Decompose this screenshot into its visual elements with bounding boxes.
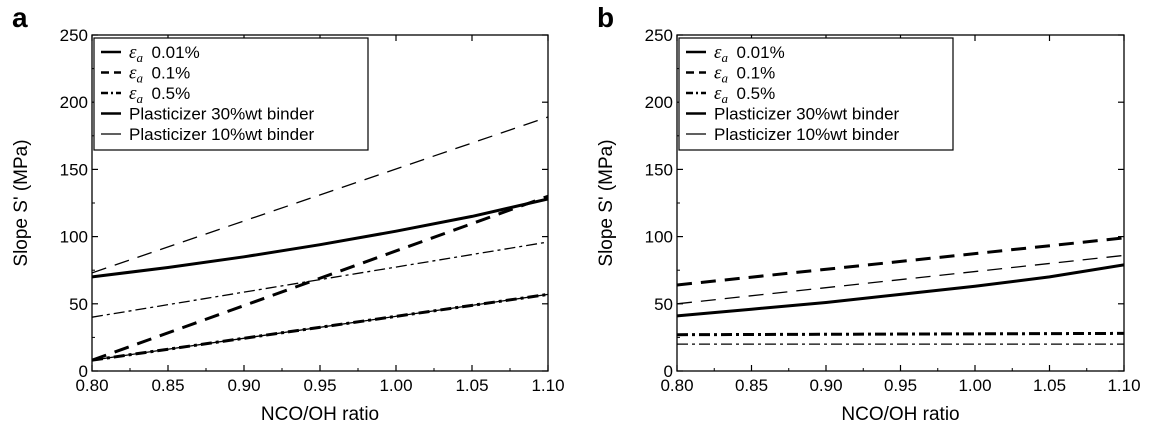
series-line-10pctwt-0.1pct <box>92 116 548 274</box>
legend-box <box>93 37 369 151</box>
x-tick-label: 0.95 <box>303 376 336 395</box>
legend: εa 0.01%εa 0.1%εa 0.5%Plasticizer 30%wt … <box>678 37 954 151</box>
legend-value: 0.01% <box>143 43 200 62</box>
y-tick-label: 200 <box>60 93 88 112</box>
legend-value: 0.1% <box>728 64 775 83</box>
x-tick-label: 0.90 <box>227 376 260 395</box>
x-tick-label: 1.00 <box>958 376 991 395</box>
y-tick-label: 200 <box>645 93 673 112</box>
x-tick-label: 0.85 <box>151 376 184 395</box>
series-line-30pctwt-0.01pct <box>677 263 1124 318</box>
series-line-30pctwt-0.1pct <box>92 194 548 362</box>
legend-symbol: ε <box>714 42 722 63</box>
x-axis-label: NCO/OH ratio <box>841 404 959 425</box>
y-tick-label: 0 <box>664 362 673 381</box>
panel-letter: a <box>12 2 28 33</box>
x-tick-label: 0.95 <box>884 376 917 395</box>
series-line-30pctwt-0.01pct <box>92 197 548 279</box>
x-tick-label: 0.80 <box>660 376 693 395</box>
legend-value: 0.01% <box>728 43 785 62</box>
x-tick-label: 1.10 <box>1107 376 1140 395</box>
panel-a: a 0.80 0.85 0.90 0.95 1.00 1.05 1.10 0 50 100 150 20… <box>11 2 565 425</box>
y-tick-label: 100 <box>60 228 88 247</box>
x-tick-label: 1.10 <box>531 376 564 395</box>
series-group <box>92 116 548 362</box>
x-tick-label: 1.05 <box>1033 376 1066 395</box>
y-tick-label: 150 <box>645 160 673 179</box>
legend-label: εa 0.5% <box>129 83 190 106</box>
x-tick-label: 0.85 <box>735 376 768 395</box>
x-tick-label: 1.05 <box>455 376 488 395</box>
y-tick-label: 0 <box>79 362 88 381</box>
y-tick-label: 150 <box>60 160 88 179</box>
legend-label: εa 0.01% <box>129 42 200 65</box>
x-tick-label: 0.80 <box>75 376 108 395</box>
y-tick-label: 250 <box>60 26 88 45</box>
legend-subscript: a <box>137 50 144 65</box>
legend-value: 0.5% <box>728 84 775 103</box>
legend-box <box>678 37 954 151</box>
y-tick-label: 100 <box>645 228 673 247</box>
y-tick-label: 50 <box>69 295 88 314</box>
legend-label: Plasticizer 10%wt binder <box>714 125 900 144</box>
legend-label: Plasticizer 30%wt binder <box>129 105 315 124</box>
y-axis-label: Slope S' (MPa) <box>11 139 32 266</box>
legend-subscript: a <box>722 71 729 86</box>
legend-label: εa 0.5% <box>714 83 775 106</box>
legend-value: 0.1% <box>143 64 190 83</box>
legend-value: 0.5% <box>143 84 190 103</box>
legend-label: εa 0.01% <box>714 42 785 65</box>
legend-symbol: ε <box>714 83 722 104</box>
x-tick-label: 1.00 <box>379 376 412 395</box>
legend-label: εa 0.1% <box>129 63 190 86</box>
series-line-30pctwt-0.5pct <box>677 331 1124 337</box>
series-line-10pctwt-0.1pct <box>677 254 1124 305</box>
legend: εa 0.01%εa 0.1%εa 0.5%Plasticizer 30%wt … <box>93 37 369 151</box>
legend-subscript: a <box>137 91 144 106</box>
panel-letter: b <box>597 2 614 33</box>
legend-subscript: a <box>722 91 729 106</box>
y-axis-label: Slope S' (MPa) <box>596 139 617 266</box>
legend-label: Plasticizer 30%wt binder <box>714 105 900 124</box>
y-tick-label: 50 <box>654 295 673 314</box>
legend-symbol: ε <box>129 42 137 63</box>
x-axis-label: NCO/OH ratio <box>261 404 379 425</box>
legend-symbol: ε <box>714 63 722 84</box>
series-line-30pctwt-0.1pct <box>677 236 1124 287</box>
series-group <box>677 236 1124 345</box>
series-line-10pctwt-0.01pct <box>92 293 548 361</box>
y-tick-label: 250 <box>645 26 673 45</box>
legend-label: Plasticizer 10%wt binder <box>129 125 315 144</box>
legend-subscript: a <box>722 50 729 65</box>
legend-symbol: ε <box>129 63 137 84</box>
x-tick-label: 0.90 <box>809 376 842 395</box>
panel-b: b 0.80 0.85 0.90 0.95 1.00 1.05 1.10 0 50 100 150 20… <box>596 2 1141 425</box>
legend-subscript: a <box>137 71 144 86</box>
legend-symbol: ε <box>129 83 137 104</box>
legend-label: εa 0.1% <box>714 63 775 86</box>
